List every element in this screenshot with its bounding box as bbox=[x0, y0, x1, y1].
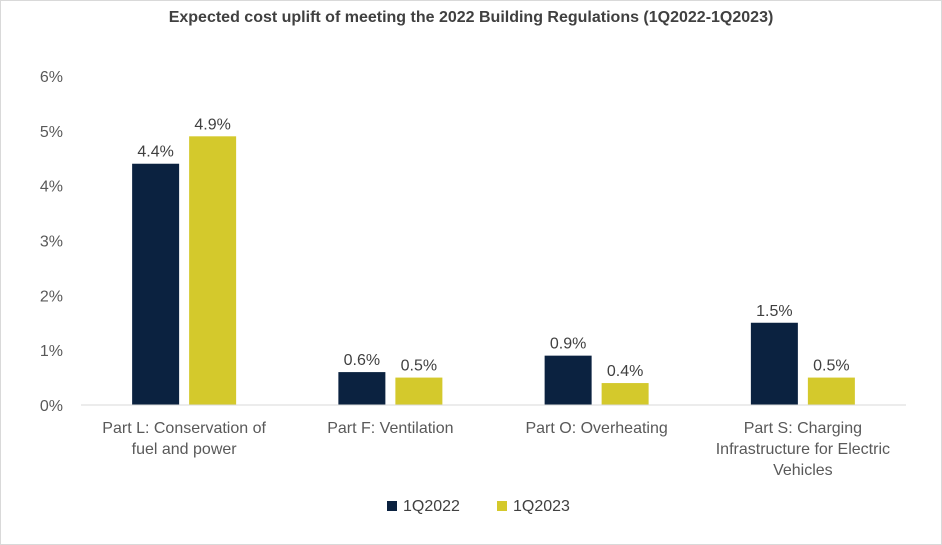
data-label: 0.4% bbox=[607, 363, 643, 380]
data-label: 4.9% bbox=[194, 116, 230, 133]
y-tick-label: 6% bbox=[40, 69, 63, 86]
bar-1Q2022 bbox=[544, 355, 592, 405]
chart-title: Expected cost uplift of meeting the 2022… bbox=[168, 9, 774, 26]
bar-1Q2023 bbox=[189, 136, 237, 406]
category-label: Part S: Charging bbox=[744, 420, 862, 437]
data-label: 0.5% bbox=[813, 358, 849, 375]
bar-1Q2022 bbox=[750, 322, 798, 405]
x-axis: Part L: Conservation of fuel and power Par… bbox=[81, 404, 906, 479]
data-label: 0.9% bbox=[550, 336, 586, 353]
legend-swatch bbox=[497, 501, 507, 511]
bars: 4.4% 4.9% 0.6% 0.5% 0.9% 0.4% 1.5% 0.5% bbox=[132, 116, 855, 406]
y-tick-label: 4% bbox=[40, 179, 63, 196]
y-axis: 0% 1% 2% 3% 4% 5% 6% bbox=[40, 69, 63, 415]
data-label: 0.5% bbox=[401, 358, 437, 375]
category-label: fuel and power bbox=[132, 441, 238, 458]
category-label: Vehicles bbox=[773, 462, 833, 479]
bar-1Q2023 bbox=[395, 377, 443, 405]
y-tick-label: 5% bbox=[40, 124, 63, 141]
y-tick-label: 3% bbox=[40, 234, 63, 251]
data-label: 0.6% bbox=[344, 352, 380, 369]
category-label: Part L: Conservation of bbox=[102, 420, 266, 437]
category-label: Infrastructure for Electric bbox=[716, 441, 890, 458]
y-tick-label: 1% bbox=[40, 343, 63, 360]
category-label: Part O: Overheating bbox=[525, 420, 667, 437]
y-tick-label: 2% bbox=[40, 288, 63, 305]
legend-label: 1Q2023 bbox=[513, 498, 570, 515]
bar-1Q2022 bbox=[338, 372, 386, 405]
bar-1Q2023 bbox=[807, 377, 855, 405]
legend: 1Q2022 1Q2023 bbox=[387, 498, 570, 515]
y-tick-label: 0% bbox=[40, 398, 63, 415]
bar-1Q2022 bbox=[132, 163, 180, 405]
category-label: Part F: Ventilation bbox=[327, 420, 453, 437]
data-label: 4.4% bbox=[137, 144, 173, 161]
legend-label: 1Q2022 bbox=[403, 498, 460, 515]
legend-swatch bbox=[387, 501, 397, 511]
bar-1Q2023 bbox=[601, 383, 649, 405]
data-label: 1.5% bbox=[756, 303, 792, 320]
